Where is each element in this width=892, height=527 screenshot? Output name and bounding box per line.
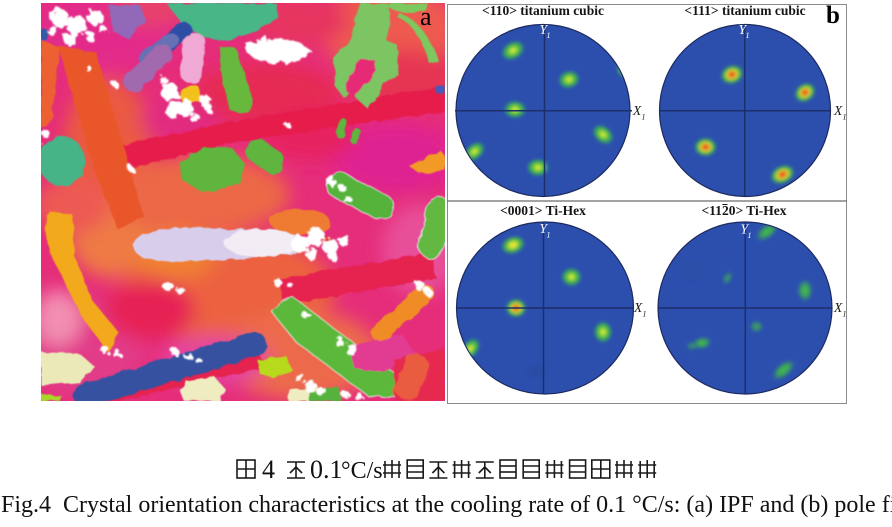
svg-text:X: X xyxy=(633,300,643,315)
svg-text:X: X xyxy=(833,300,843,315)
svg-text:1: 1 xyxy=(843,113,847,122)
svg-text:X: X xyxy=(833,103,843,118)
svg-text:Y: Y xyxy=(540,221,549,236)
svg-text:X: X xyxy=(632,103,642,118)
svg-text:1: 1 xyxy=(547,31,551,40)
svg-text:Y: Y xyxy=(540,22,549,37)
svg-text:4: 4 xyxy=(262,455,275,484)
svg-text:1: 1 xyxy=(748,231,752,240)
svg-text:1: 1 xyxy=(843,310,847,319)
svg-text:1: 1 xyxy=(746,31,750,40)
svg-text:1: 1 xyxy=(642,113,646,122)
svg-text:Y: Y xyxy=(739,22,748,37)
svg-text:0.1: 0.1 xyxy=(310,455,343,484)
svg-text:Y: Y xyxy=(741,222,750,237)
svg-text:1: 1 xyxy=(643,310,647,319)
svg-text:°C/s: °C/s xyxy=(341,458,383,484)
svg-text:1: 1 xyxy=(547,231,551,240)
